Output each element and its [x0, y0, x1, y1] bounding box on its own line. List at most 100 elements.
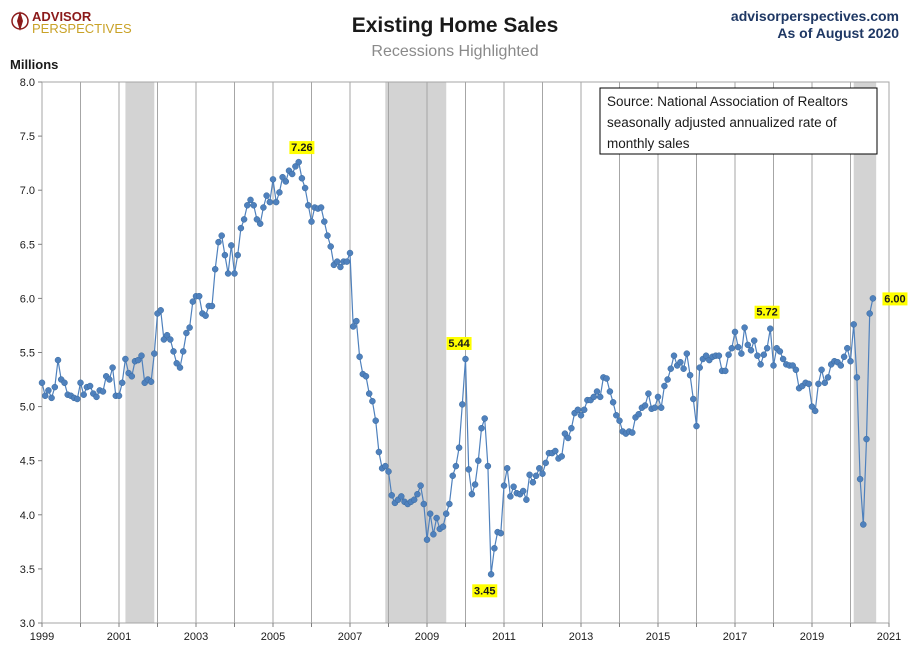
- data-point: [321, 218, 328, 225]
- data-point: [818, 366, 825, 374]
- data-point: [276, 189, 283, 196]
- annotation-label: 5.72: [756, 307, 777, 319]
- data-point: [167, 336, 174, 343]
- data-point: [866, 310, 873, 317]
- data-point: [41, 392, 49, 400]
- data-point: [186, 324, 193, 331]
- x-tick-label: 2015: [646, 631, 670, 643]
- data-point: [478, 424, 485, 432]
- data-point: [298, 175, 306, 182]
- x-tick-label: 2019: [800, 631, 824, 643]
- data-point: [603, 375, 610, 382]
- data-point: [237, 224, 245, 232]
- data-point: [170, 348, 177, 355]
- x-tick-label: 2001: [107, 631, 131, 643]
- data-point: [767, 325, 774, 332]
- data-point: [487, 571, 495, 578]
- data-point: [442, 510, 450, 517]
- data-point: [420, 500, 428, 508]
- x-tick-label: 1999: [30, 631, 54, 643]
- data-point: [77, 379, 84, 387]
- data-point: [282, 178, 290, 185]
- data-point: [118, 379, 126, 387]
- data-point: [244, 202, 251, 209]
- data-point: [507, 493, 514, 500]
- data-point: [731, 328, 739, 336]
- x-tick-label: 2021: [877, 631, 901, 643]
- compass-needle-icon: [17, 11, 23, 31]
- data-point: [115, 392, 123, 400]
- data-point: [529, 479, 537, 486]
- data-point: [423, 536, 431, 543]
- data-point: [308, 218, 315, 225]
- data-point: [728, 344, 736, 352]
- data-point: [734, 343, 742, 351]
- y-axis-label: Millions: [10, 57, 58, 72]
- data-point: [840, 353, 848, 361]
- data-point: [365, 390, 373, 397]
- data-point: [446, 500, 453, 508]
- data-point: [253, 216, 261, 223]
- y-tick-label: 4.0: [20, 510, 35, 522]
- data-point: [693, 422, 700, 430]
- data-point: [228, 242, 235, 249]
- annotation-highlight: [882, 292, 908, 306]
- data-point: [160, 336, 168, 343]
- data-point: [532, 472, 540, 480]
- source-note: Source: National Association of Realtors…: [599, 87, 878, 155]
- data-point: [580, 406, 588, 414]
- data-point: [715, 352, 723, 359]
- data-point: [811, 407, 819, 415]
- data-point: [375, 448, 383, 456]
- data-point: [240, 216, 248, 223]
- data-point: [853, 374, 861, 381]
- data-point: [372, 417, 379, 424]
- data-point: [744, 341, 752, 349]
- recession-band-3: [853, 82, 877, 623]
- data-point: [292, 163, 299, 170]
- data-point: [596, 393, 604, 401]
- y-tick-label: 3.5: [20, 564, 35, 576]
- data-point: [526, 471, 533, 479]
- data-point: [48, 394, 55, 402]
- data-point: [263, 192, 270, 199]
- data-point: [61, 379, 68, 387]
- data-point: [208, 302, 216, 310]
- logo: ADVISOR PERSPECTIVES: [11, 9, 132, 36]
- data-point: [654, 393, 662, 401]
- logo-line2: PERSPECTIVES: [32, 21, 132, 36]
- source-note-box: [599, 87, 878, 155]
- data-point: [134, 356, 142, 364]
- data-point: [382, 462, 389, 470]
- data-point: [738, 350, 745, 357]
- data-point: [475, 457, 482, 464]
- data-point: [651, 404, 659, 411]
- data-point: [93, 393, 100, 401]
- annotation-label: 3.45: [474, 585, 495, 597]
- data-point: [224, 270, 232, 277]
- data-point: [86, 382, 94, 390]
- data-point: [51, 383, 59, 391]
- data-point: [128, 373, 136, 380]
- data-point: [680, 365, 687, 372]
- source-note-line2: seasonally adjusted annualized rate of: [607, 115, 837, 130]
- data-point: [433, 514, 440, 522]
- data-point: [462, 355, 469, 363]
- data-point: [722, 367, 729, 375]
- y-tick-label: 3.0: [20, 618, 35, 630]
- data-point: [305, 202, 312, 209]
- data-point: [410, 496, 418, 503]
- data-point: [776, 348, 784, 355]
- x-tick-label: 2007: [338, 631, 362, 643]
- data-point: [606, 388, 614, 395]
- data-point: [343, 258, 351, 265]
- data-point: [519, 487, 527, 495]
- data-point: [301, 184, 309, 192]
- data-point: [147, 378, 155, 385]
- data-point: [484, 462, 492, 470]
- data-point: [815, 380, 822, 388]
- data-point: [346, 249, 354, 257]
- data-point: [664, 376, 671, 383]
- data-point: [151, 350, 158, 357]
- chart-subtitle: Recessions Highlighted: [371, 43, 538, 60]
